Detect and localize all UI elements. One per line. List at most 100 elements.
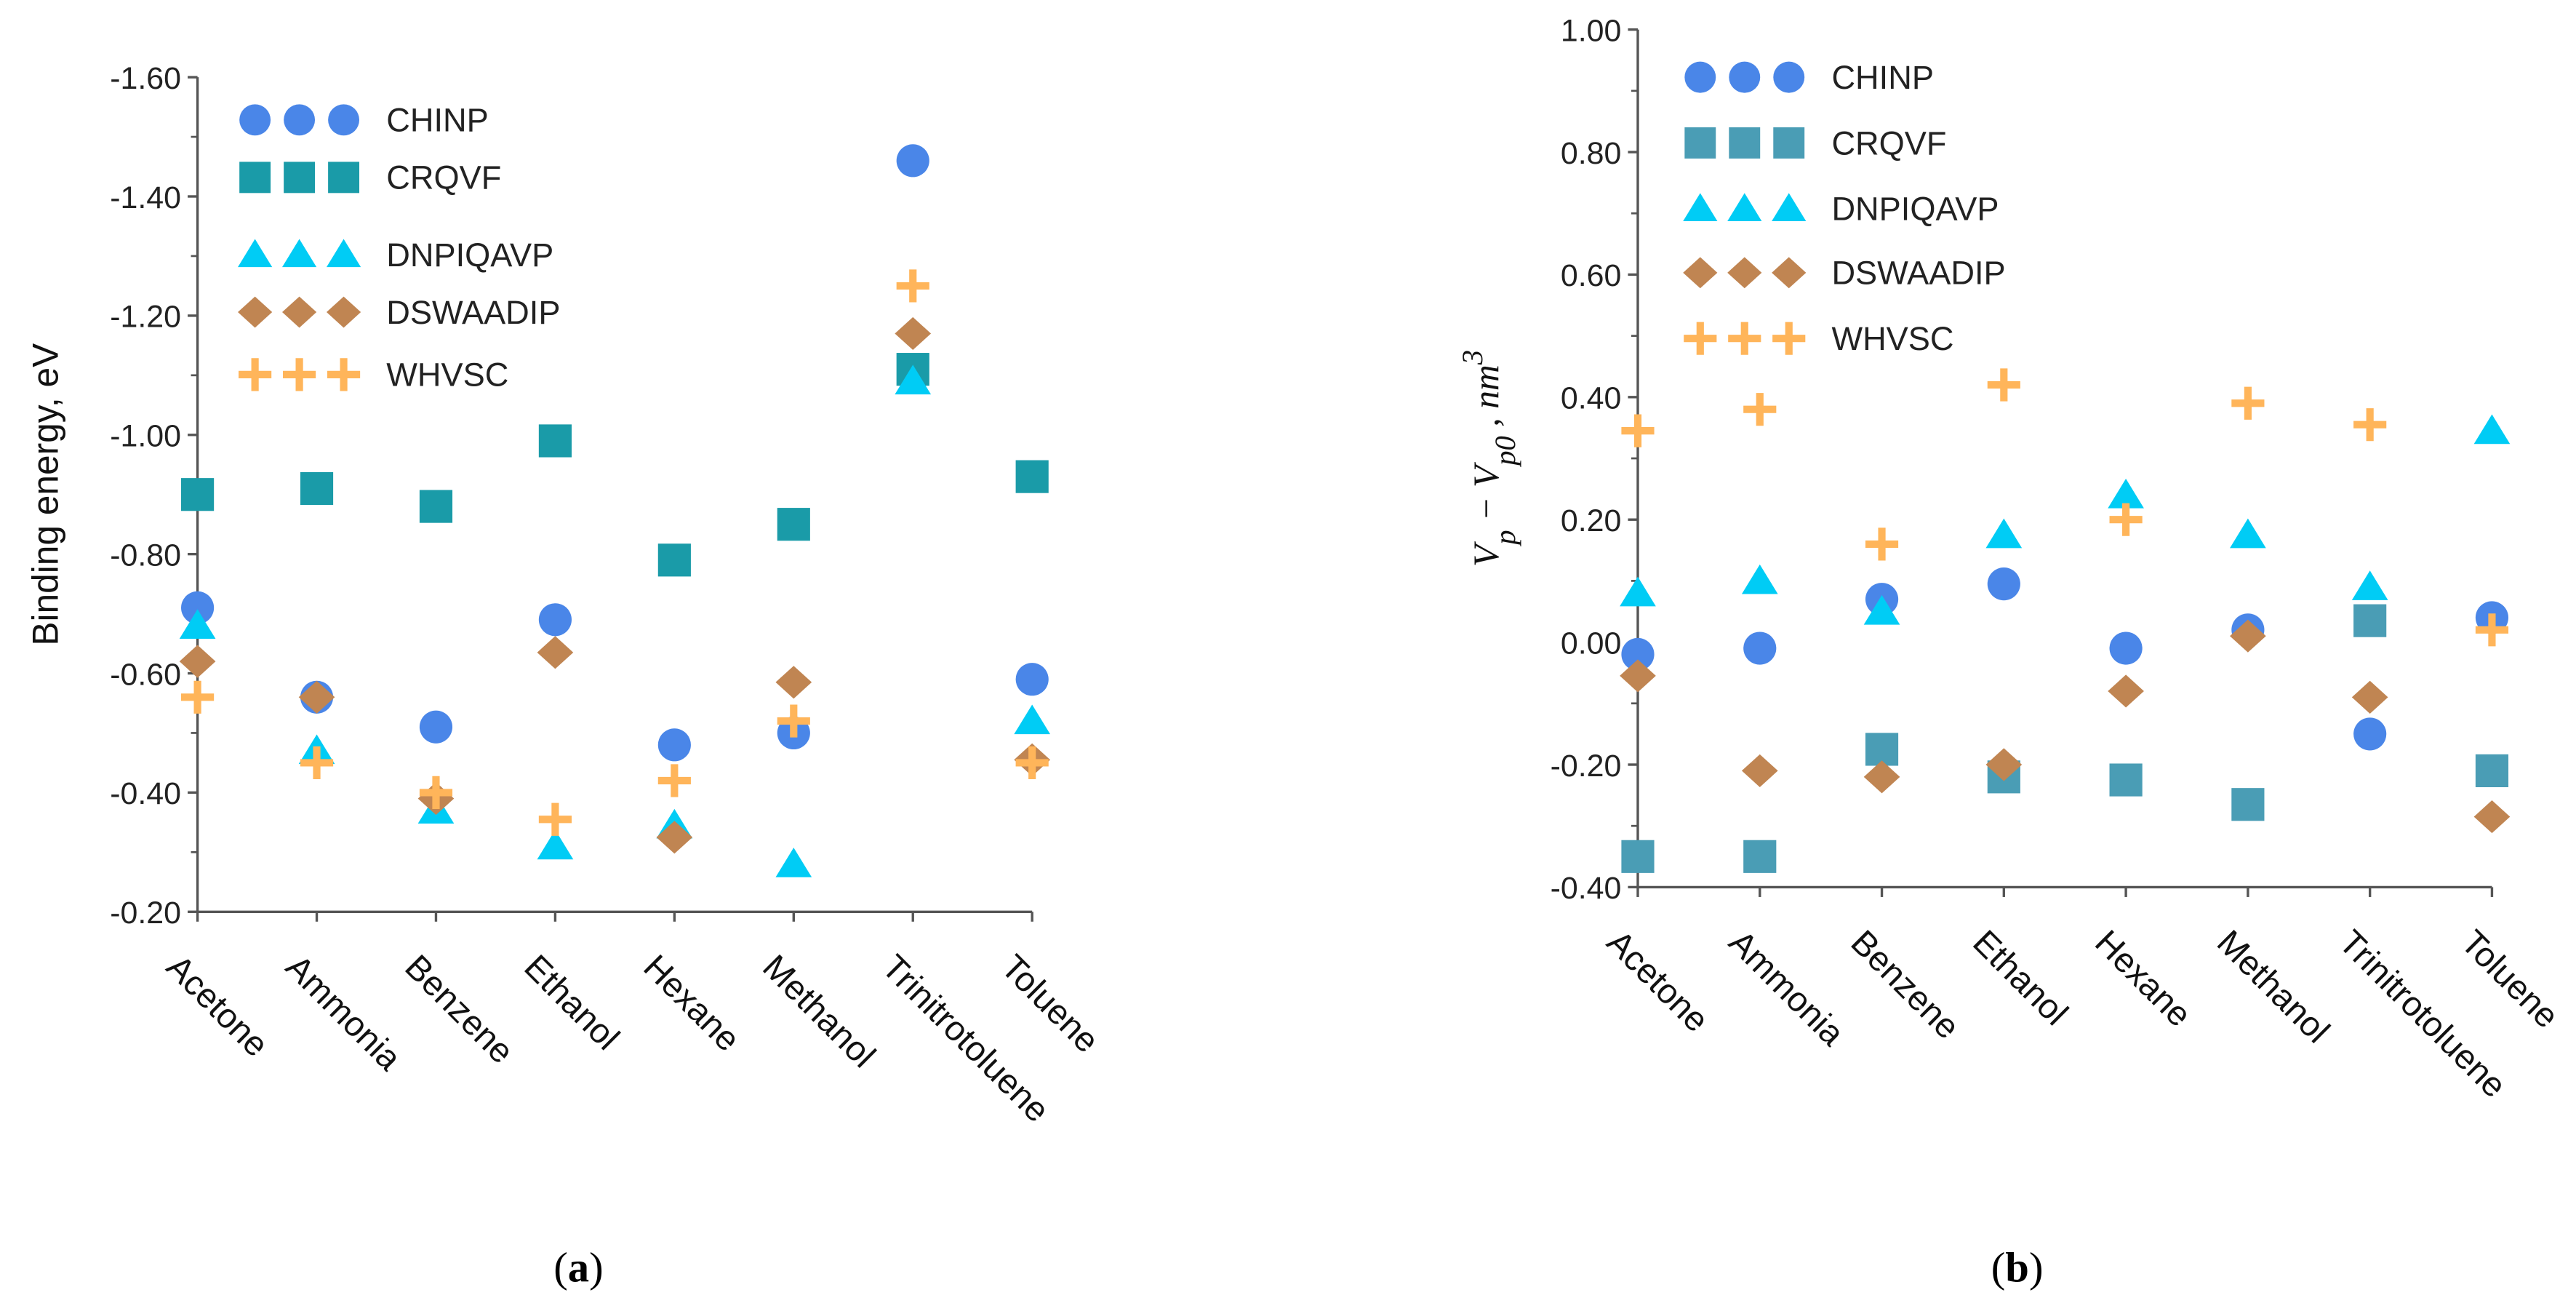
- point-whvsc: [777, 704, 810, 738]
- point-crqvf: [1743, 840, 1777, 873]
- legend-circle-icon: [328, 104, 360, 136]
- point-chinp: [1743, 631, 1777, 665]
- legend-triangle-icon: [1772, 193, 1807, 221]
- y-tick-label: -1.20: [110, 300, 181, 335]
- point-chinp: [419, 710, 453, 744]
- legend-square-icon: [1684, 127, 1716, 159]
- legend-square-icon: [1773, 127, 1805, 159]
- legend-item: CRQVF: [239, 159, 501, 196]
- legend-item: WHVSC: [1684, 320, 1954, 357]
- legend-item: DSWAADIP: [238, 294, 560, 331]
- legend-circle-icon: [1684, 61, 1716, 93]
- point-whvsc: [538, 802, 572, 836]
- legend-square-icon: [284, 162, 316, 194]
- legend-item: DNPIQAVP: [238, 236, 553, 274]
- point-chinp: [1621, 637, 1655, 672]
- legend-label: CRQVF: [1831, 124, 1946, 162]
- point-whvsc: [181, 680, 215, 714]
- y-axis-label: Binding energy, eV: [25, 343, 66, 646]
- point-chinp: [657, 728, 691, 762]
- y-tick-label: 0.80: [1561, 136, 1621, 171]
- x-tick-label: Ethanol: [516, 948, 626, 1058]
- y-tick-label: -0.60: [110, 657, 181, 692]
- legend-diamond-icon: [1683, 257, 1718, 289]
- point-crqvf: [1865, 733, 1899, 766]
- legend-plus-icon: [1728, 322, 1761, 355]
- legend-plus-icon: [283, 358, 316, 391]
- point-crqvf: [181, 478, 215, 511]
- y-tick-label: -0.40: [110, 776, 181, 811]
- point-chinp: [538, 603, 572, 637]
- legend-circle-icon: [284, 104, 316, 136]
- point-whvsc: [1987, 368, 2020, 402]
- y-tick-label: -0.40: [1551, 871, 1622, 906]
- y-tick-label: -0.20: [110, 896, 181, 931]
- legend-item: DNPIQAVP: [1683, 191, 1999, 228]
- point-dswaadip: [1620, 659, 1656, 693]
- x-tick-label: Ammonia: [1721, 923, 1852, 1054]
- y-label-part: 3: [1456, 350, 1489, 365]
- point-whvsc: [1743, 393, 1777, 426]
- legend-square-icon: [328, 162, 360, 194]
- point-dswaadip: [895, 316, 932, 351]
- legend-diamond-icon: [1772, 257, 1807, 289]
- point-whvsc: [300, 746, 334, 780]
- point-crqvf: [419, 490, 453, 523]
- y-label-part: p0: [1489, 436, 1521, 468]
- x-tick-label: Methanol: [2209, 923, 2337, 1051]
- point-dswaadip: [537, 636, 574, 669]
- point-dswaadip: [2108, 674, 2144, 708]
- point-dnpiqavp: [2108, 478, 2144, 509]
- point-dnpiqavp: [2351, 570, 2388, 600]
- legend-triangle-icon: [1683, 193, 1718, 221]
- legend-label: CRQVF: [386, 159, 501, 196]
- point-dnpiqavp: [2230, 518, 2266, 549]
- legend-item: CHINP: [1684, 59, 1934, 96]
- point-crqvf: [2109, 763, 2143, 797]
- caption-b: (b): [1991, 1243, 2044, 1291]
- legend-item: WHVSC: [239, 356, 508, 394]
- point-crqvf: [1015, 460, 1049, 493]
- y-label-part: ,: [1466, 409, 1506, 436]
- point-whvsc: [1621, 414, 1655, 447]
- point-dswaadip: [2351, 680, 2388, 714]
- point-dnpiqavp: [895, 364, 932, 395]
- point-whvsc: [2109, 503, 2143, 536]
- y-tick-label: -0.20: [1551, 749, 1622, 784]
- legend-plus-icon: [327, 358, 361, 391]
- point-dswaadip: [179, 645, 216, 678]
- point-dswaadip: [1741, 754, 1778, 788]
- legend-item: DSWAADIP: [1683, 255, 2006, 292]
- point-whvsc: [2353, 408, 2387, 442]
- point-crqvf: [657, 543, 691, 577]
- point-chinp: [181, 591, 215, 624]
- legend-triangle-icon: [238, 239, 273, 268]
- point-whvsc: [1015, 746, 1049, 780]
- legend-plus-icon: [239, 358, 272, 391]
- legend-label: DNPIQAVP: [1831, 191, 1999, 228]
- point-chinp: [2109, 631, 2143, 665]
- legend-square-icon: [239, 162, 271, 194]
- y-tick-label: -1.60: [110, 61, 181, 96]
- point-dnpiqavp: [2473, 414, 2511, 445]
- point-dnpiqavp: [1014, 704, 1051, 735]
- point-crqvf: [538, 424, 572, 458]
- y-tick-label: 0.00: [1561, 626, 1621, 661]
- legend-triangle-icon: [281, 239, 317, 268]
- point-dnpiqavp: [775, 848, 812, 877]
- point-chinp: [2353, 717, 2387, 751]
- caption-a: (a): [553, 1243, 603, 1291]
- point-dnpiqavp: [1863, 594, 1900, 625]
- y-tick-label: 0.20: [1561, 503, 1621, 538]
- point-dnpiqavp: [179, 609, 216, 639]
- point-crqvf: [777, 508, 810, 541]
- x-tick-label: Benzene: [398, 948, 521, 1072]
- y-label-part: p: [1489, 530, 1521, 546]
- legend-diamond-icon: [326, 296, 361, 328]
- point-dswaadip: [2230, 619, 2266, 653]
- legend-label: DSWAADIP: [1831, 255, 2005, 292]
- x-tick-label: Acetone: [1599, 923, 1716, 1040]
- x-tick-label: Ethanol: [1965, 923, 2075, 1033]
- point-whvsc: [2231, 386, 2265, 420]
